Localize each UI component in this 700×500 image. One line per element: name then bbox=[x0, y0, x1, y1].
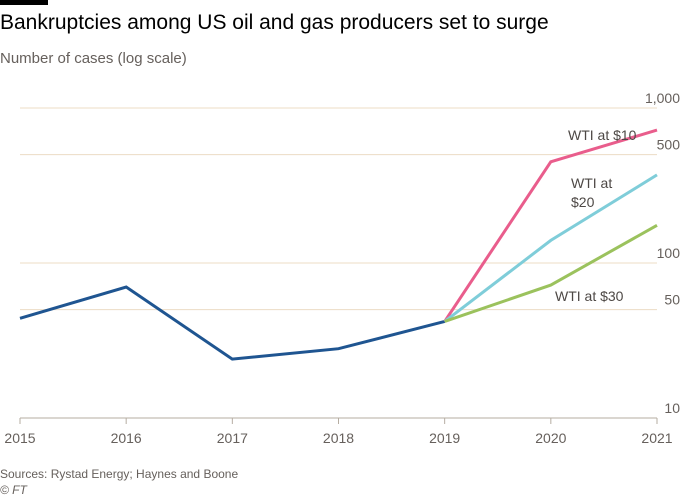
series-layer bbox=[19, 128, 658, 361]
series-label: WTI at $20 bbox=[571, 175, 612, 210]
source-note: Sources: Rystad Energy; Haynes and Boone bbox=[0, 467, 239, 481]
series-line-wti-at-10 bbox=[443, 128, 658, 323]
x-tick-label: 2015 bbox=[4, 430, 35, 446]
series-label-line: WTI at bbox=[571, 175, 612, 191]
x-tick-label: 2020 bbox=[535, 430, 566, 446]
series-label-line: WTI at $10 bbox=[568, 127, 637, 143]
series-line-wti-at-30 bbox=[444, 223, 658, 323]
chart-title: Bankruptcies among US oil and gas produc… bbox=[0, 11, 549, 34]
series-label-line: $20 bbox=[571, 194, 595, 210]
series-label: WTI at $30 bbox=[555, 288, 624, 304]
series-label: WTI at $10 bbox=[568, 127, 637, 143]
series-label-line: WTI at $30 bbox=[555, 288, 624, 304]
x-tick-label: 2021 bbox=[641, 430, 672, 446]
x-tick-label: 2017 bbox=[217, 430, 248, 446]
x-tick-label: 2018 bbox=[323, 430, 354, 446]
grid-layer bbox=[19, 107, 658, 424]
series-line-historical bbox=[19, 285, 446, 361]
y-tick-label: 10 bbox=[664, 400, 680, 416]
y-tick-label: 1,000 bbox=[645, 90, 680, 106]
brand-bar bbox=[0, 0, 48, 5]
y-tick-label: 50 bbox=[664, 292, 680, 308]
chart-subtitle: Number of cases (log scale) bbox=[0, 50, 187, 67]
x-tick-label: 2019 bbox=[429, 430, 460, 446]
y-tick-label: 500 bbox=[657, 137, 681, 153]
credit-note: © FT bbox=[0, 483, 27, 497]
label-layer: 1,000 500 100 50 10 2015 2016 2017 2018 2019 2020 2… bbox=[4, 90, 680, 446]
x-tick-label: 2016 bbox=[111, 430, 142, 446]
y-tick-label: 100 bbox=[657, 245, 681, 261]
series-line-wti-at-20 bbox=[443, 173, 658, 323]
